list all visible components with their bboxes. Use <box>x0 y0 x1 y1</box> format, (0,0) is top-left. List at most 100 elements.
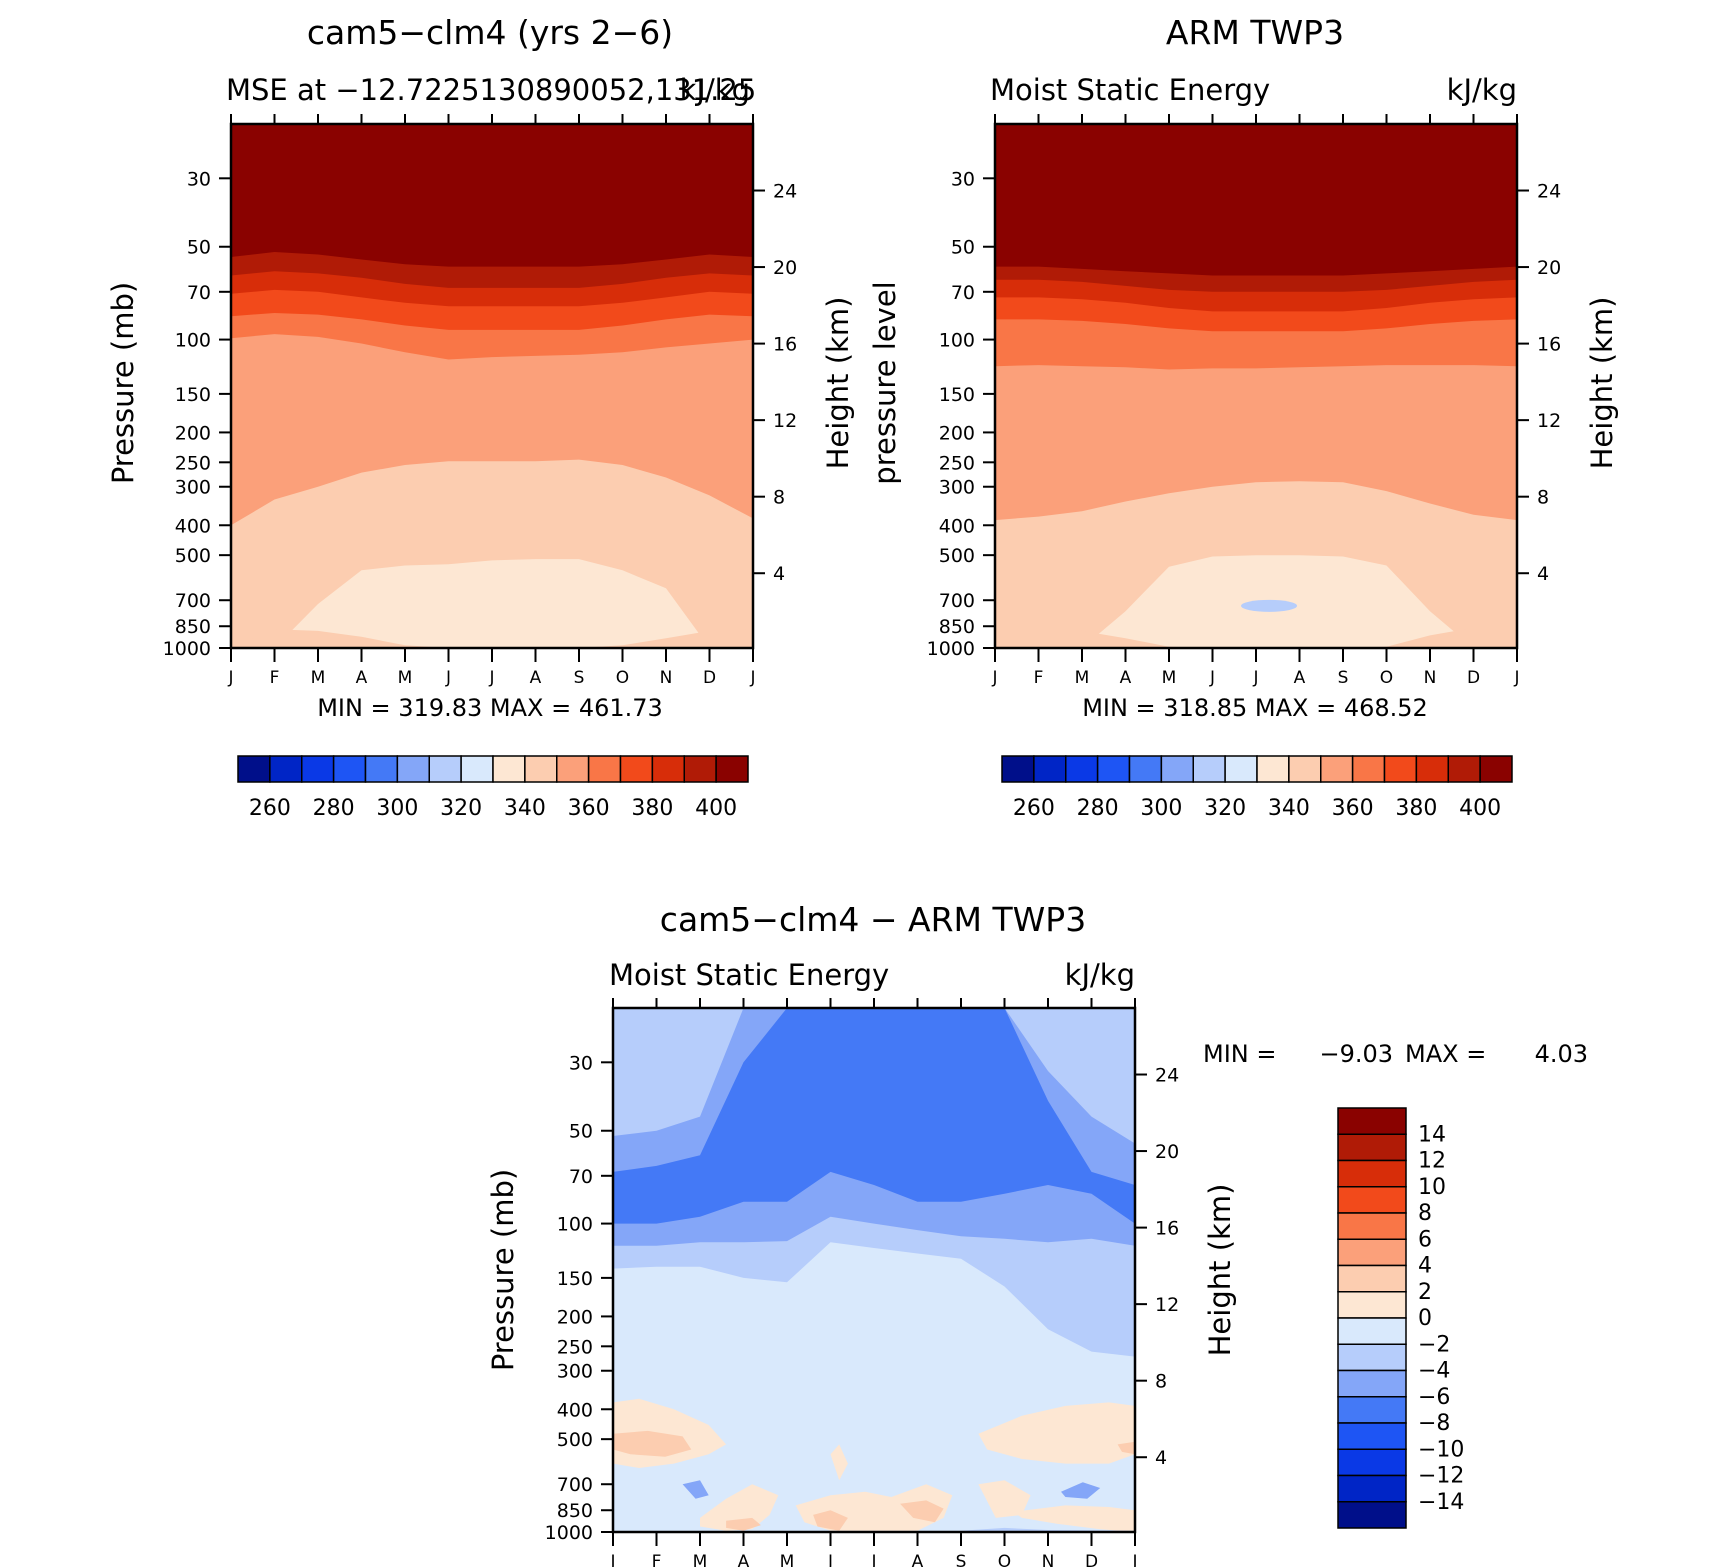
colorbar-swatch <box>619 755 654 783</box>
y-tick-label: 100 <box>939 330 975 352</box>
colorbar-label: 300 <box>1140 796 1182 821</box>
colorbar-swatch <box>683 755 717 783</box>
colorbar-swatch <box>1383 755 1418 783</box>
contour-patch <box>1013 1505 1135 1532</box>
y-tick-label: 100 <box>175 330 211 352</box>
panel3-subtitle-right: kJ/kg <box>1065 958 1135 992</box>
height-tick-label: 12 <box>1155 1294 1179 1316</box>
contour-patch <box>1117 1441 1135 1455</box>
contour-band <box>613 1242 1135 1532</box>
x-tick-label: N <box>1424 668 1437 688</box>
x-tick-label: F <box>270 668 280 688</box>
panel3-stats-min-label: MIN = <box>1203 1040 1276 1068</box>
colorbar-label: 8 <box>1418 1201 1432 1226</box>
y-tick-label: 700 <box>939 590 975 612</box>
x-tick-label: N <box>1042 1552 1055 1567</box>
colorbar-swatch <box>1337 1133 1407 1162</box>
colorbar-swatch <box>524 755 558 783</box>
panel3-stats-max-label: MAX = <box>1405 1040 1486 1068</box>
colorbar-swatch <box>587 755 622 783</box>
colorbar-swatch <box>1224 755 1258 783</box>
panel3-stats-max: 4.03 <box>1535 1040 1588 1068</box>
contour-field <box>613 1008 1135 1532</box>
colorbar-label: −8 <box>1418 1411 1450 1436</box>
x-tick-label: A <box>1120 668 1132 688</box>
panel2-stats: MIN = 318.85 MAX = 468.52 <box>1082 694 1428 722</box>
colorbar-swatch <box>396 755 430 783</box>
colorbar-label: 280 <box>1077 796 1119 821</box>
y-tick-label: 70 <box>187 282 211 304</box>
colorbar-swatch <box>1415 755 1449 783</box>
colorbar-label: −2 <box>1418 1332 1450 1357</box>
colorbar-label: −4 <box>1418 1359 1450 1384</box>
colorbar-swatch <box>1479 755 1513 783</box>
colorbar-label: 340 <box>504 796 546 821</box>
x-tick-label: M <box>780 1552 795 1567</box>
y-tick-label: 1000 <box>545 1522 593 1544</box>
y-tick-label: 30 <box>569 1052 593 1074</box>
x-tick-label: J <box>827 1552 833 1567</box>
y-tick-label: 700 <box>557 1474 593 1496</box>
panel2-ylabel-right: Height (km) <box>1585 297 1619 470</box>
x-tick-label: M <box>1162 668 1177 688</box>
panel1-stats: MIN = 319.83 MAX = 461.73 <box>317 694 663 722</box>
panel2-plot: J F M A M J J A S O N D J 30 50 70 100 150 200 250 300 400 500… <box>927 114 1561 688</box>
contour-patch <box>978 1480 1031 1518</box>
colorbar-label: 320 <box>1204 796 1246 821</box>
height-tick-label: 20 <box>1155 1141 1179 1163</box>
panel3-ylabel-left: Pressure (mb) <box>486 1169 520 1371</box>
x-tick-label: A <box>530 668 542 688</box>
x-tick-label: J <box>1513 668 1519 688</box>
colorbar-label: 400 <box>695 796 737 821</box>
panel1-ylabel-right: Height (km) <box>821 297 855 470</box>
y-tick-label: 700 <box>175 590 211 612</box>
colorbar-swatch <box>1337 1474 1407 1503</box>
height-tick-label: 8 <box>1155 1371 1167 1393</box>
contour-patch <box>813 1510 848 1531</box>
contour-band <box>231 629 753 648</box>
panel-difference: cam5−clm4 − ARM TWP3 Moist Static Energy… <box>486 900 1588 1567</box>
colorbar-swatch <box>1337 1448 1407 1477</box>
y-tick-label: 850 <box>939 616 975 638</box>
x-tick-label: J <box>445 668 451 688</box>
height-tick-label: 16 <box>773 334 797 356</box>
y-tick-label: 50 <box>187 237 211 259</box>
contour-patch <box>613 1430 692 1457</box>
colorbar-swatch <box>237 755 271 783</box>
panel3-subtitle-left: Moist Static Energy <box>609 958 889 992</box>
panel1-plot: J F M A M J J A S O N D J 30 50 70 100 150 200 250 300 400 500… <box>163 114 797 688</box>
colorbar-label: 10 <box>1418 1175 1446 1200</box>
height-tick-label: 24 <box>773 181 797 203</box>
colorbar-swatch <box>301 755 335 783</box>
height-tick-label: 4 <box>773 563 785 585</box>
contour-patch <box>830 1444 848 1481</box>
x-tick-label: A <box>356 668 368 688</box>
colorbar-swatch <box>1128 755 1163 783</box>
colorbar-label: −6 <box>1418 1385 1450 1410</box>
x-tick-label: M <box>1075 668 1090 688</box>
colorbar-label: 340 <box>1268 796 1310 821</box>
x-tick-label: J <box>1252 668 1258 688</box>
colorbar-swatch <box>1337 1422 1407 1450</box>
height-tick-label: 16 <box>1155 1218 1179 1240</box>
panel1-subtitle-left: MSE at −12.7225130890052,131.25 <box>226 73 756 107</box>
x-tick-label: O <box>616 668 629 688</box>
colorbar-swatch <box>428 755 462 783</box>
y-tick-label: 500 <box>939 545 975 567</box>
x-tick-label: N <box>660 668 673 688</box>
x-tick-label: J <box>870 1552 876 1567</box>
x-tick-label: A <box>738 1552 750 1567</box>
y-tick-label: 1000 <box>927 638 975 660</box>
contour-patch <box>1061 1482 1101 1499</box>
x-tick-label: J <box>609 1552 615 1567</box>
colorbar-swatch <box>1096 755 1131 783</box>
colorbar-swatch <box>1337 1396 1407 1424</box>
panel3-plot: J F M A M J J A S O N D J 30 50 70 100 150 200 250 300 400 500… <box>545 998 1179 1567</box>
x-tick-label: A <box>1294 668 1306 688</box>
contour-patch <box>682 1480 709 1499</box>
colorbar-swatch <box>1256 755 1290 783</box>
y-tick-label: 400 <box>175 515 211 537</box>
colorbar-label: 12 <box>1418 1149 1446 1174</box>
y-tick-label: 300 <box>175 477 211 499</box>
